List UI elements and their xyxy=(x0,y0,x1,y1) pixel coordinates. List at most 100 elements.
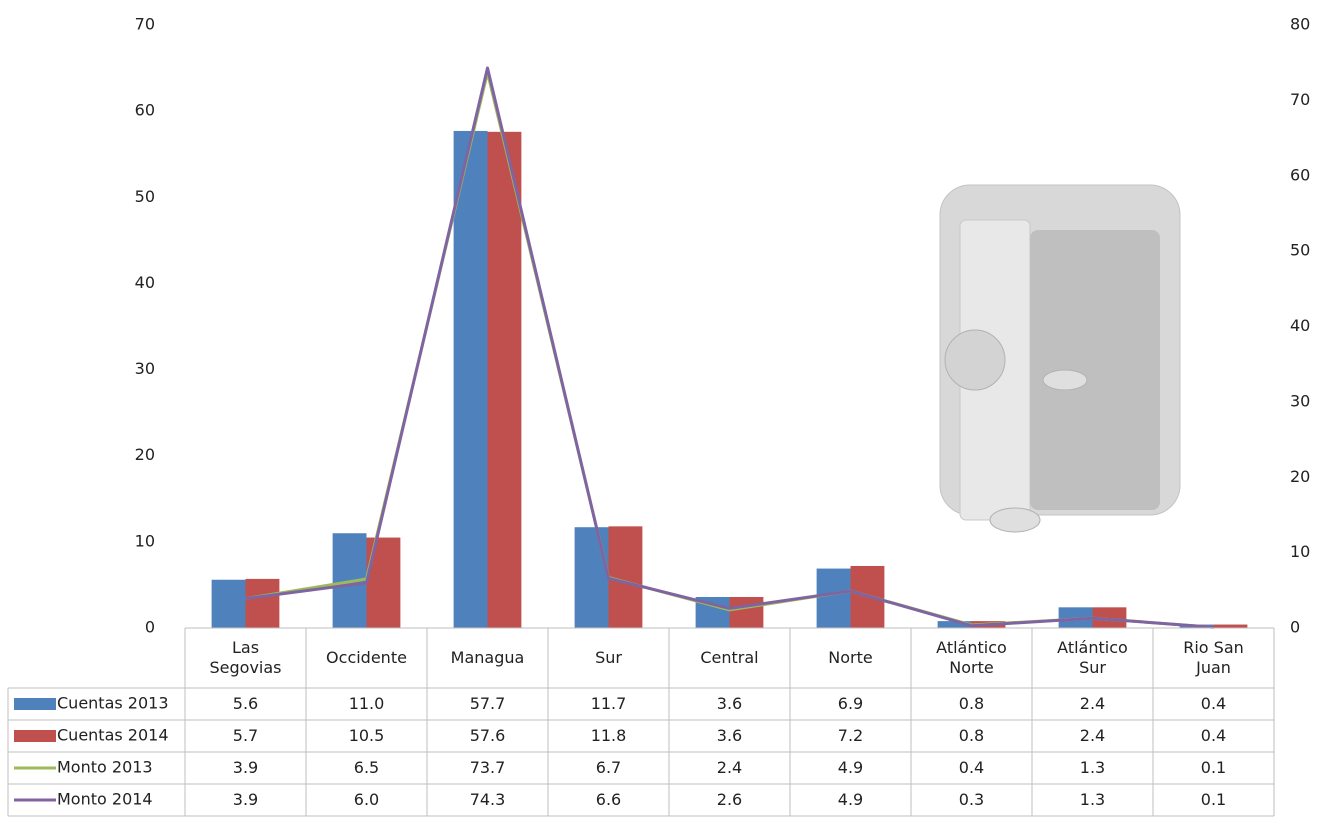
table-value-box: 0.4 xyxy=(959,758,984,777)
table-value-box: 0.1 xyxy=(1201,790,1226,809)
y-tick-label: 10 xyxy=(135,531,155,550)
table-value-box: 3.6 xyxy=(716,694,743,713)
line xyxy=(245,66,1214,629)
table-value-box: 57.6 xyxy=(469,726,506,745)
table-value: 11.0 xyxy=(348,694,385,713)
table-value: 5.6 xyxy=(232,694,259,713)
x-tick-label: Atlántico Norte xyxy=(936,638,1007,677)
y-tick-label: 70 xyxy=(135,15,155,34)
y2-tick-label: 30 xyxy=(1290,391,1310,410)
bar xyxy=(1213,624,1248,628)
table-value: 5.7 xyxy=(232,726,259,745)
x-tick-label: Occidente xyxy=(326,648,407,667)
y-tick-label: 30 xyxy=(135,359,155,378)
x-tick-label-box: Norte xyxy=(828,648,873,667)
y-tick-label: 0 xyxy=(145,618,155,637)
legend-label: Cuentas 2013 xyxy=(57,694,169,713)
table-value: 7.2 xyxy=(837,726,864,745)
table-value: 6.5 xyxy=(353,758,380,777)
y2-tick-label: 20 xyxy=(1290,467,1310,486)
table-value-box: 2.6 xyxy=(717,790,742,809)
table-value: 1.3 xyxy=(1079,790,1106,809)
y2-tick-label: 10 xyxy=(1290,542,1310,561)
bar xyxy=(729,596,764,628)
bar xyxy=(816,568,851,628)
table-value: 3.6 xyxy=(716,726,743,745)
table-value-box: 7.2 xyxy=(837,726,864,745)
bar xyxy=(453,130,488,628)
table-value: 2.4 xyxy=(1079,694,1106,713)
bar xyxy=(245,578,280,628)
table-value: 73.7 xyxy=(469,758,506,777)
y2-tick-label: 60 xyxy=(1290,165,1310,184)
y2-tick-label: 40 xyxy=(1290,316,1310,335)
table-value: 0.3 xyxy=(958,790,985,809)
table-value-box: 0.4 xyxy=(1200,694,1227,713)
table-value: 6.7 xyxy=(595,758,622,777)
table-value: 0.4 xyxy=(1200,726,1227,745)
table-value: 6.0 xyxy=(353,790,380,809)
table-value-box: 6.9 xyxy=(838,694,863,713)
table-value: 0.1 xyxy=(1200,758,1227,777)
table-value: 3.6 xyxy=(716,694,743,713)
table-value: 74.3 xyxy=(469,790,506,809)
table-value-box: 0.4 xyxy=(1200,726,1227,745)
table-value: 0.8 xyxy=(958,726,985,745)
table-value-box: 1.3 xyxy=(1079,790,1106,809)
table-value-box: 0.3 xyxy=(958,790,985,809)
x-tick-label-box: Las Segovias xyxy=(209,638,282,677)
x-tick-label: Atlántico Sur xyxy=(1057,638,1128,677)
x-tick-label: Norte xyxy=(828,648,873,667)
table-value-box: 11.8 xyxy=(591,726,627,745)
legend-label: Monto 2014 xyxy=(57,790,153,809)
table-value-box: 3.9 xyxy=(232,758,259,777)
x-tick-label-box: Managua xyxy=(450,648,525,667)
table-value-box: 5.6 xyxy=(232,694,259,713)
y2-tick-label: 80 xyxy=(1290,15,1310,34)
table-value-box: 6.7 xyxy=(595,758,622,777)
table-value: 57.7 xyxy=(469,694,506,713)
safe-illustration xyxy=(939,184,1181,533)
x-tick-label-box: Atlántico Norte xyxy=(936,638,1007,677)
table-value: 0.8 xyxy=(958,694,985,713)
y2-tick-label: 50 xyxy=(1290,241,1310,260)
legend-key xyxy=(14,730,56,742)
table-value-box: 4.9 xyxy=(837,758,864,777)
bar xyxy=(608,526,643,628)
table-value: 4.9 xyxy=(837,758,864,777)
y2-tick-label: 70 xyxy=(1290,90,1310,109)
table-value: 1.3 xyxy=(1079,758,1106,777)
table-value-box: 2.4 xyxy=(1079,694,1106,713)
bar xyxy=(937,621,972,628)
table-value-box: 6.5 xyxy=(353,758,380,777)
table-value-box: 0.8 xyxy=(958,726,985,745)
x-tick-label-box: Central xyxy=(700,648,759,667)
table-value-box: 0.8 xyxy=(958,694,985,713)
bar xyxy=(366,537,401,628)
legend-key xyxy=(14,698,56,710)
bar xyxy=(487,131,522,628)
table-value: 0.4 xyxy=(1200,694,1227,713)
table-value-box: 6.0 xyxy=(353,790,380,809)
table-value-box: 3.9 xyxy=(233,790,258,809)
bar xyxy=(574,527,609,628)
table-value: 3.9 xyxy=(232,758,259,777)
x-tick-label: Las Segovias xyxy=(209,638,282,677)
x-tick-label: Managua xyxy=(450,648,525,667)
y-tick-label: 40 xyxy=(135,273,155,292)
table-value-box: 57.7 xyxy=(469,694,506,713)
x-tick-label: Central xyxy=(700,648,759,667)
x-tick-label: Rio San Juan xyxy=(1183,638,1244,677)
table-value: 57.6 xyxy=(469,726,506,745)
table-value-box: 0.1 xyxy=(1200,758,1227,777)
table-value-box: 11.0 xyxy=(348,694,385,713)
table-value: 10.5 xyxy=(348,726,385,745)
y-tick-label: 50 xyxy=(135,187,155,206)
table-value-box: 11.7 xyxy=(591,694,627,713)
table-value-box: 2.4 xyxy=(717,758,742,777)
table-value-box: 10.5 xyxy=(348,726,385,745)
table-value: 6.6 xyxy=(595,790,622,809)
table-value-box: 1.3 xyxy=(1079,758,1106,777)
table-value-box: 6.6 xyxy=(595,790,622,809)
